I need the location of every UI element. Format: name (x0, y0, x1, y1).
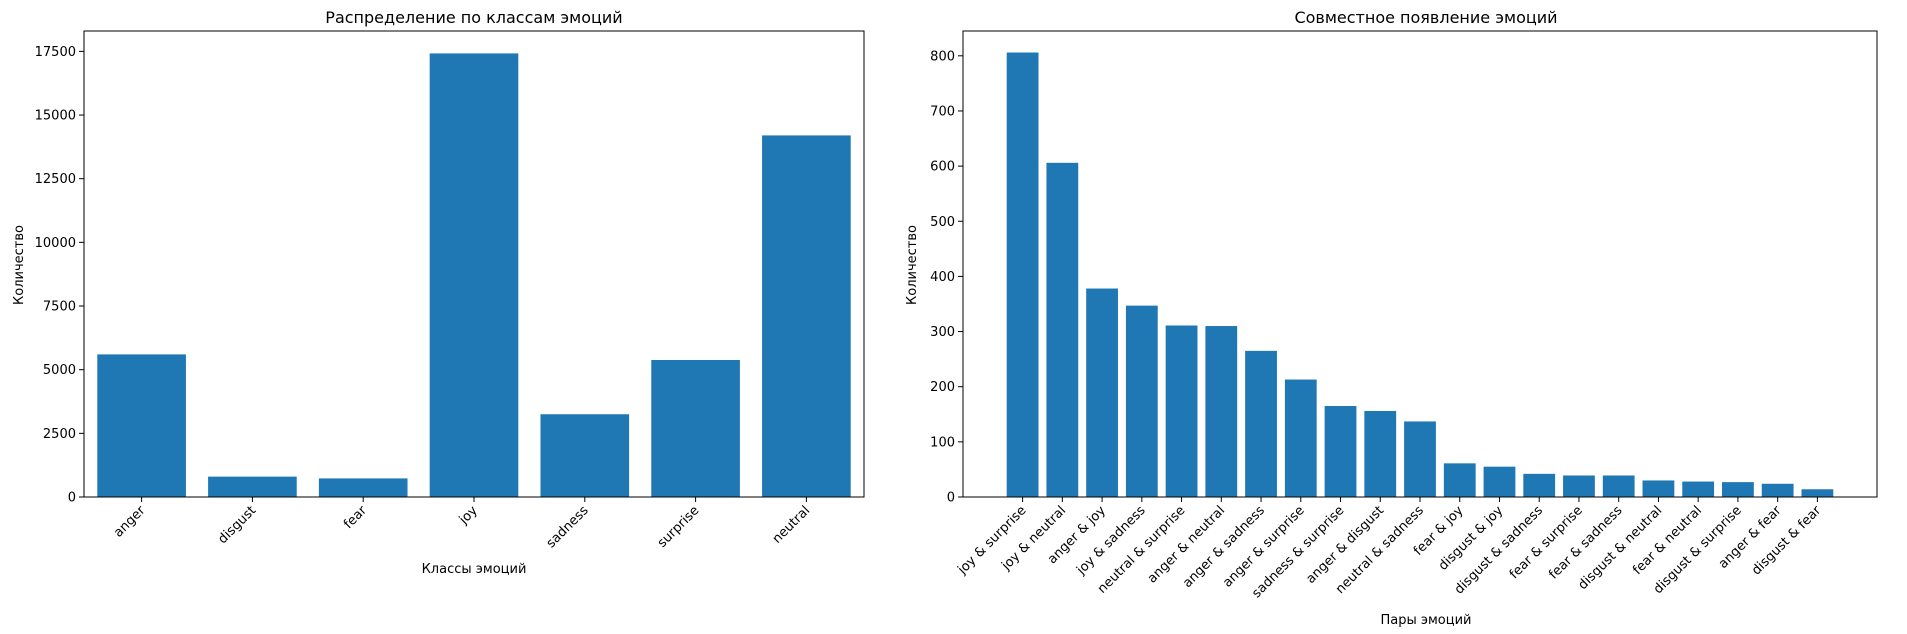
y-tick-label: 200 (930, 380, 955, 395)
x-axis-label: Классы эмоций (422, 562, 527, 577)
bar-sadness (540, 414, 630, 497)
bar-fear-sadness (1602, 475, 1635, 497)
bar-anger-fear (1761, 483, 1794, 497)
bar-disgust (208, 476, 297, 497)
x-ticks: anger disgust fear joy sadness surprise neutra… (111, 497, 813, 551)
y-ticks: 0 100 200 300 400 500 600 700 800 (930, 49, 963, 506)
y-tick-label: 300 (930, 325, 955, 340)
y-tick-label: 100 (930, 435, 955, 450)
y-tick-label: 0 (947, 491, 955, 506)
x-tick-label: joy & surprise (954, 503, 1029, 578)
y-axis-label: Количество (905, 225, 920, 305)
chart-title: Совместное появление эмоций (1294, 8, 1557, 27)
bar-disgust-neutral (1642, 480, 1675, 497)
bar-anger-joy (1086, 288, 1118, 497)
x-tick-label: sadness (544, 503, 592, 551)
chart-title: Распределение по классам эмоций (325, 8, 622, 27)
y-tick-label: 15000 (35, 109, 76, 124)
x-tick-label: fear & surprise (1507, 503, 1586, 582)
bar-neutral (762, 135, 851, 498)
x-tick-label: anger (111, 503, 149, 541)
y-tick-label: 0 (68, 491, 76, 506)
x-tick-label: disgust & fear (1749, 503, 1825, 579)
y-tick-label: 17500 (35, 45, 76, 60)
bar-disgust-fear (1801, 489, 1834, 497)
bar-anger (97, 354, 186, 497)
bar-anger-neutral (1205, 326, 1238, 497)
bar-fear-surprise (1563, 475, 1595, 497)
x-tick-label: surprise (655, 503, 703, 551)
bar-joy (429, 53, 519, 497)
bar-sadness-surprise (1324, 406, 1357, 497)
bar-fear-joy (1443, 463, 1476, 497)
bar-fear (318, 478, 408, 497)
y-tick-label: 700 (930, 104, 955, 119)
x-tick-label: disgust (215, 503, 259, 547)
bar-disgust-sadness (1523, 473, 1556, 497)
y-tick-label: 10000 (35, 236, 76, 251)
y-axis-label: Количество (12, 225, 27, 305)
x-tick-label: neutral (770, 503, 813, 546)
bar-neutral-sadness (1404, 421, 1436, 497)
x-tick-label: joy (456, 503, 481, 528)
plot-frame (962, 30, 1878, 498)
plot-frame (83, 30, 865, 498)
y-tick-label: 800 (930, 49, 955, 64)
bar-anger-sadness (1245, 350, 1277, 497)
y-tick-label: 400 (930, 270, 955, 285)
bar-joy-neutral (1046, 162, 1079, 498)
y-tick-label: 12500 (35, 172, 76, 187)
y-ticks: 0 2500 5000 7500 10000 12500 15000 17500 (35, 45, 84, 506)
bars (97, 53, 851, 498)
y-tick-label: 600 (930, 160, 955, 175)
bars (1006, 52, 1834, 498)
bar-disgust-joy (1483, 466, 1516, 497)
x-axis-label: Пары эмоций (1380, 613, 1471, 628)
bar-anger-surprise (1284, 379, 1317, 497)
x-tick-label: joy & sadness (1073, 503, 1148, 578)
x-tick-label: fear (341, 503, 370, 532)
chart-emotion-pairs: Совместное появление эмоций Количество П… (905, 8, 1878, 628)
bar-fear-neutral (1682, 481, 1715, 497)
bar-joy-sadness (1125, 305, 1158, 497)
y-tick-label: 2500 (43, 427, 76, 442)
bar-neutral-surprise (1165, 325, 1198, 497)
x-tick-label: fear & neutral (1630, 503, 1705, 578)
y-tick-label: 5000 (43, 363, 76, 378)
y-tick-label: 500 (930, 215, 955, 230)
bar-surprise (651, 360, 740, 497)
bar-anger-disgust (1364, 410, 1397, 497)
chart-class-distribution: Распределение по классам эмоций Количест… (12, 8, 865, 577)
bar-joy-surprise (1006, 52, 1039, 497)
y-tick-label: 7500 (43, 300, 76, 315)
bar-disgust-surprise (1722, 482, 1754, 497)
